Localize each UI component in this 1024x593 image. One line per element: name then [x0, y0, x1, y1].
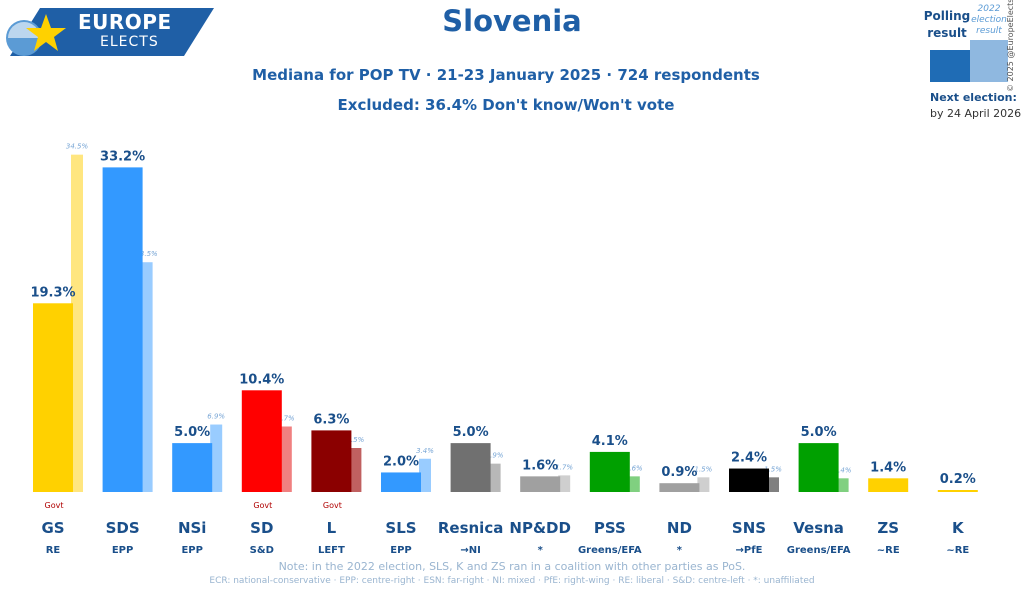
legend-polling-swatch — [930, 50, 970, 82]
poll-bar-np-dd — [520, 476, 561, 492]
poll-bar-zs — [868, 478, 909, 492]
group-label-resnica: →NI — [460, 545, 480, 556]
party-name-k: K — [952, 519, 965, 537]
party-name-nsi: NSi — [178, 519, 207, 537]
election-label-vesna: 1.4% — [834, 466, 852, 474]
poll-bar-nsi — [172, 443, 213, 492]
govt-label-l: Govt — [323, 501, 342, 510]
election-bar-gs — [71, 154, 83, 492]
coalition-note: Note: in the 2022 election, SLS, K and Z… — [278, 560, 746, 573]
election-bar-resnica — [488, 463, 501, 492]
poll-label-np-dd: 1.6% — [522, 458, 558, 473]
poll-label-gs: 19.3% — [30, 285, 75, 300]
election-label-np-dd: 1.7% — [555, 463, 573, 471]
election-bar-sls — [419, 458, 431, 492]
election-bar-np-dd — [558, 475, 571, 492]
election-bar-sds — [140, 262, 153, 492]
group-label-nsi: EPP — [181, 545, 203, 556]
poll-bar-vesna — [798, 443, 839, 492]
election-bar-vesna — [836, 478, 849, 492]
election-label-nsi: 6.9% — [207, 413, 225, 421]
poll-label-nsi: 5.0% — [174, 425, 210, 440]
group-label-np-dd: * — [538, 545, 544, 556]
next-election-date: by 24 April 2026 — [930, 107, 1022, 120]
poll-bar-k — [937, 490, 978, 492]
group-label-gs: RE — [46, 545, 61, 556]
group-label-nd: * — [677, 545, 683, 556]
poll-label-resnica: 5.0% — [453, 425, 489, 440]
poll-bar-l — [311, 430, 352, 492]
poll-bar-resnica — [450, 443, 491, 492]
party-name-l: L — [327, 519, 337, 537]
election-label-sls: 3.4% — [416, 447, 434, 455]
group-glossary: ECR: national-conservative · EPP: centre… — [209, 576, 815, 586]
election-label-l: 4.5% — [347, 436, 365, 444]
election-bar-l — [349, 448, 362, 492]
election-bar-sd — [279, 426, 292, 492]
group-label-sls: EPP — [390, 545, 412, 556]
poll-label-sls: 2.0% — [383, 454, 419, 469]
poll-label-k: 0.2% — [940, 472, 976, 487]
poll-label-sd: 10.4% — [239, 372, 284, 387]
poll-label-zs: 1.4% — [870, 460, 906, 475]
election-bar-sns — [767, 477, 779, 492]
party-name-sds: SDS — [106, 519, 140, 537]
poll-bar-sds — [102, 167, 143, 492]
election-label-pss: 1.6% — [625, 464, 643, 472]
poll-bar-sls — [381, 472, 421, 492]
europe-elects-logo: EUROPE ELECTS — [0, 8, 214, 56]
party-name-sd: SD — [250, 519, 273, 537]
election-bar-nd — [697, 477, 710, 492]
election-label-nd: 1.5% — [695, 465, 713, 473]
legend-polling-label: Polling result — [923, 9, 971, 40]
party-name-resnica: Resnica — [438, 519, 504, 537]
election-label-sns: 1.5% — [764, 465, 782, 473]
election-bar-pss — [627, 476, 640, 492]
next-election: Next election: by 24 April 2026 — [930, 90, 1021, 122]
group-label-vesna: Greens/EFA — [787, 545, 851, 556]
group-label-k: ~RE — [946, 545, 969, 556]
poll-bar-gs — [33, 303, 73, 492]
group-label-l: LEFT — [318, 545, 345, 556]
party-name-np-dd: NP&DD — [509, 519, 571, 537]
poll-label-sds: 33.2% — [100, 149, 145, 164]
party-name-zs: ZS — [877, 519, 899, 537]
poll-bar-nd — [659, 483, 700, 492]
govt-label-sd: Govt — [253, 501, 272, 510]
group-label-sd: S&D — [250, 545, 274, 556]
legend-election-label: 2022 election result — [971, 4, 1007, 36]
party-name-gs: GS — [41, 519, 64, 537]
election-label-gs: 34.5% — [66, 143, 89, 151]
election-bar-nsi — [210, 424, 223, 492]
next-election-label: Next election: — [930, 91, 1017, 104]
logo-text-europe: EUROPE — [78, 10, 172, 34]
party-name-nd: ND — [667, 519, 692, 537]
poll-label-vesna: 5.0% — [801, 425, 837, 440]
party-name-sns: SNS — [732, 519, 766, 537]
group-label-zs: ~RE — [877, 545, 900, 556]
party-name-vesna: Vesna — [793, 519, 844, 537]
group-label-pss: Greens/EFA — [578, 545, 642, 556]
legend-election-swatch — [970, 40, 1008, 82]
party-name-pss: PSS — [594, 519, 626, 537]
poll-label-l: 6.3% — [313, 412, 349, 427]
group-label-sds: EPP — [112, 545, 134, 556]
govt-label-gs: Govt — [45, 501, 64, 510]
poll-bar-pss — [589, 451, 630, 492]
poll-bar-sns — [729, 468, 769, 492]
group-label-sns: →PfE — [736, 545, 763, 556]
poll-bar-sd — [241, 390, 282, 492]
poll-label-sns: 2.4% — [731, 451, 767, 466]
poll-label-nd: 0.9% — [661, 465, 697, 480]
logo-text-elects: ELECTS — [100, 34, 159, 50]
excluded-note: Excluded: 36.4% Don't know/Won't vote — [337, 96, 675, 114]
party-name-sls: SLS — [385, 519, 416, 537]
poll-label-pss: 4.1% — [592, 434, 628, 449]
election-label-resnica: 2.9% — [486, 452, 504, 460]
poll-subtitle: Mediana for POP TV · 21-23 January 2025 … — [252, 66, 760, 84]
election-label-sd: 6.7% — [277, 414, 295, 422]
election-label-sds: 23.5% — [135, 250, 158, 258]
page-title: Slovenia — [442, 4, 582, 38]
